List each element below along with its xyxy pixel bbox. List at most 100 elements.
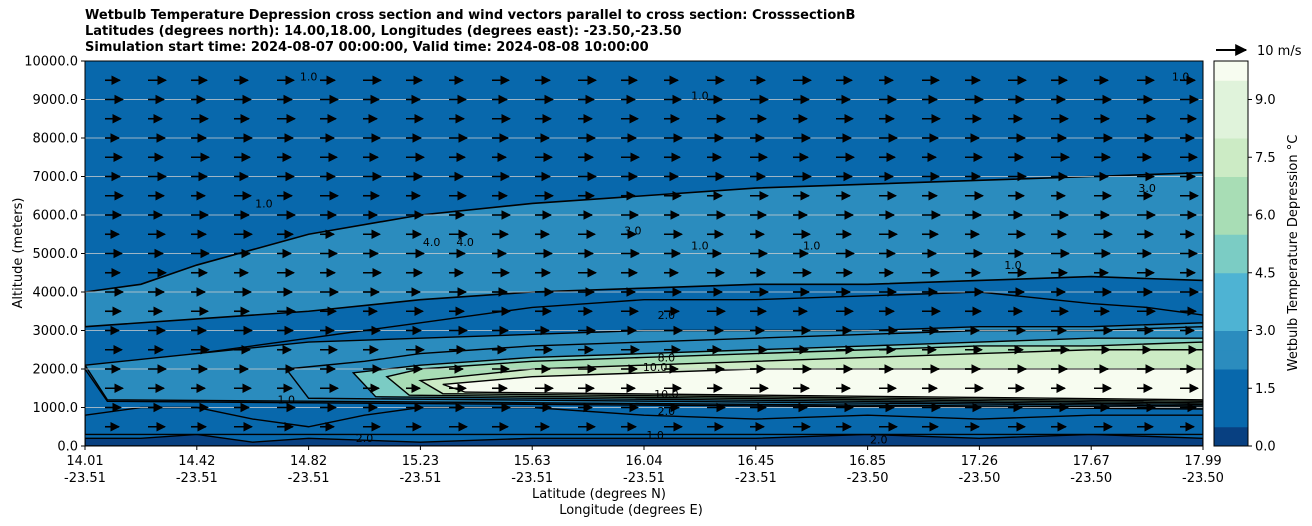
contour-label: 1.0 bbox=[691, 240, 709, 253]
contour-label: 1.0 bbox=[255, 197, 273, 210]
colorbar: 0.0 1.5 3.0 4.5 6.0 7.5 9.0 bbox=[1213, 60, 1276, 455]
colorbar-step bbox=[1214, 157, 1248, 177]
x-tick-label-lat: 15.23 bbox=[402, 454, 439, 469]
colorbar-step bbox=[1214, 138, 1248, 158]
x-tick-label-lat: 16.45 bbox=[737, 454, 774, 469]
x-tick-label-lat: 14.82 bbox=[290, 454, 327, 469]
colorbar-step bbox=[1214, 311, 1248, 331]
x-tick-label-lon: -23.50 bbox=[847, 471, 889, 486]
y-tick-label: 1000.0 bbox=[33, 401, 79, 416]
contour-label: 4.0 bbox=[456, 236, 474, 249]
contour-band-1 bbox=[85, 406, 1203, 436]
colorbar-step bbox=[1214, 407, 1248, 428]
x-tick-label-lat: 17.67 bbox=[1073, 454, 1110, 469]
x-tick-label-lat: 15.63 bbox=[514, 454, 551, 469]
colorbar-step bbox=[1214, 99, 1248, 120]
contour-label: 10.0 bbox=[643, 361, 668, 374]
y-tick-label: 10000.0 bbox=[24, 55, 78, 70]
colorbar-step bbox=[1214, 388, 1248, 408]
colorbar-step bbox=[1214, 176, 1248, 197]
contour-label: 3.0 bbox=[1138, 182, 1156, 195]
x-tick-label-lat: 17.99 bbox=[1184, 454, 1221, 469]
y-tick-label: 7000.0 bbox=[33, 170, 79, 185]
colorbar-step bbox=[1214, 292, 1248, 312]
chart-title: Wetbulb Temperature Depression cross sec… bbox=[85, 8, 855, 56]
colorbar-step bbox=[1214, 253, 1248, 274]
colorbar-tick-label: 1.5 bbox=[1255, 382, 1276, 397]
title-line-1: Wetbulb Temperature Depression cross sec… bbox=[85, 8, 856, 23]
contour-label: 1.0 bbox=[1004, 259, 1022, 272]
y-tick-label: 6000.0 bbox=[33, 209, 79, 224]
colorbar-frame bbox=[1213, 60, 1249, 447]
y-tick-label: 3000.0 bbox=[33, 324, 79, 339]
x-tick-label-lon: -23.50 bbox=[1070, 471, 1112, 486]
x-tick-label-lat: 16.85 bbox=[849, 454, 886, 469]
x-tick-label-lat: 16.04 bbox=[625, 454, 662, 469]
x-tick-label-lon: -23.51 bbox=[735, 471, 777, 486]
x-tick-label-lat: 17.26 bbox=[961, 454, 998, 469]
contour-label: 3.0 bbox=[624, 224, 642, 237]
colorbar-step bbox=[1214, 369, 1248, 389]
y-tick-label: 0.0 bbox=[57, 440, 78, 455]
colorbar-tick-label: 4.5 bbox=[1255, 266, 1276, 281]
x-tick-label-lat: 14.01 bbox=[66, 454, 103, 469]
x-axis-label-lon: Longitude (degrees E) bbox=[559, 503, 703, 518]
x-tick-label-lon: -23.51 bbox=[399, 471, 441, 486]
x-tick-label-lon: -23.51 bbox=[623, 471, 665, 486]
colorbar-step bbox=[1214, 272, 1248, 293]
contour-label: 2.0 bbox=[356, 432, 374, 445]
contour-label: 10.0 bbox=[654, 388, 679, 401]
colorbar-step bbox=[1214, 234, 1248, 254]
x-tick-label-lon: -23.51 bbox=[511, 471, 553, 486]
contour-label: 1.0 bbox=[691, 90, 709, 103]
colorbar-step bbox=[1214, 80, 1248, 100]
contour-label: 1.0 bbox=[300, 70, 318, 83]
colorbar-step bbox=[1214, 426, 1248, 447]
colorbar-step bbox=[1214, 195, 1248, 216]
y-axis: 0.0 1000.0 2000.0 3000.0 4000.0 5000.0 6000.0 7… bbox=[24, 55, 85, 455]
contour-label: 2.0 bbox=[870, 433, 888, 446]
x-tick-label-lon: -23.51 bbox=[176, 471, 218, 486]
colorbar-label: Wetbulb Temperature Depression °C bbox=[1286, 135, 1301, 372]
colorbar-step bbox=[1214, 61, 1248, 81]
wind-key-label: 10 m/s bbox=[1257, 44, 1302, 59]
contour-label: 2.0 bbox=[658, 309, 676, 322]
contour-label: 1.0 bbox=[277, 394, 295, 407]
colorbar-step bbox=[1214, 330, 1248, 351]
y-axis-label: Altitude (meters) bbox=[11, 198, 26, 309]
y-tick-label: 5000.0 bbox=[33, 247, 79, 262]
contour-label: 1.0 bbox=[1172, 70, 1190, 83]
title-line-3: Simulation start time: 2024-08-07 00:00:… bbox=[85, 40, 649, 55]
x-tick-label-lat: 14.42 bbox=[178, 454, 215, 469]
x-tick-label-lon: -23.51 bbox=[64, 471, 106, 486]
y-tick-label: 9000.0 bbox=[33, 93, 79, 108]
x-tick-label-lon: -23.51 bbox=[288, 471, 330, 486]
contour-label: 4.0 bbox=[423, 236, 441, 249]
colorbar-step bbox=[1214, 118, 1248, 139]
colorbar-tick-label: 3.0 bbox=[1255, 324, 1276, 339]
y-tick-label: 2000.0 bbox=[33, 363, 79, 378]
wind-vectors bbox=[105, 75, 1199, 432]
y-tick-label: 4000.0 bbox=[33, 286, 79, 301]
contour-band-0-5 bbox=[85, 433, 1203, 446]
contour-label: 8.0 bbox=[658, 351, 676, 364]
contour-label: 1.0 bbox=[803, 240, 821, 253]
colorbar-step bbox=[1214, 215, 1248, 235]
colorbar-step bbox=[1214, 349, 1248, 370]
colorbar-tick-label: 6.0 bbox=[1255, 209, 1276, 224]
colorbar-tick-label: 9.0 bbox=[1255, 93, 1276, 108]
x-tick-label-lon: -23.50 bbox=[958, 471, 1000, 486]
title-line-2: Latitudes (degrees north): 14.00,18.00, … bbox=[85, 24, 682, 39]
wind-key: 10 m/s bbox=[1216, 44, 1302, 59]
y-tick-label: 8000.0 bbox=[33, 132, 79, 147]
contour-label: 1.0 bbox=[646, 429, 664, 442]
x-axis: 14.01 -23.51 14.42 -23.51 14.82 -23.51 15.23 -2… bbox=[64, 446, 1224, 486]
contour-labels: 1.02.0 1.0 2.02.010.08.010.02.03.04.0 4.03.… bbox=[255, 70, 1189, 446]
x-tick-label-lon: -23.50 bbox=[1182, 471, 1224, 486]
x-axis-label-lat: Latitude (degrees N) bbox=[532, 487, 666, 502]
upper-layer-band bbox=[85, 171, 1203, 328]
colorbar-tick-label: 0.0 bbox=[1255, 440, 1276, 455]
contour-label: 2.0 bbox=[658, 405, 676, 418]
colorbar-tick-label: 7.5 bbox=[1255, 151, 1276, 166]
